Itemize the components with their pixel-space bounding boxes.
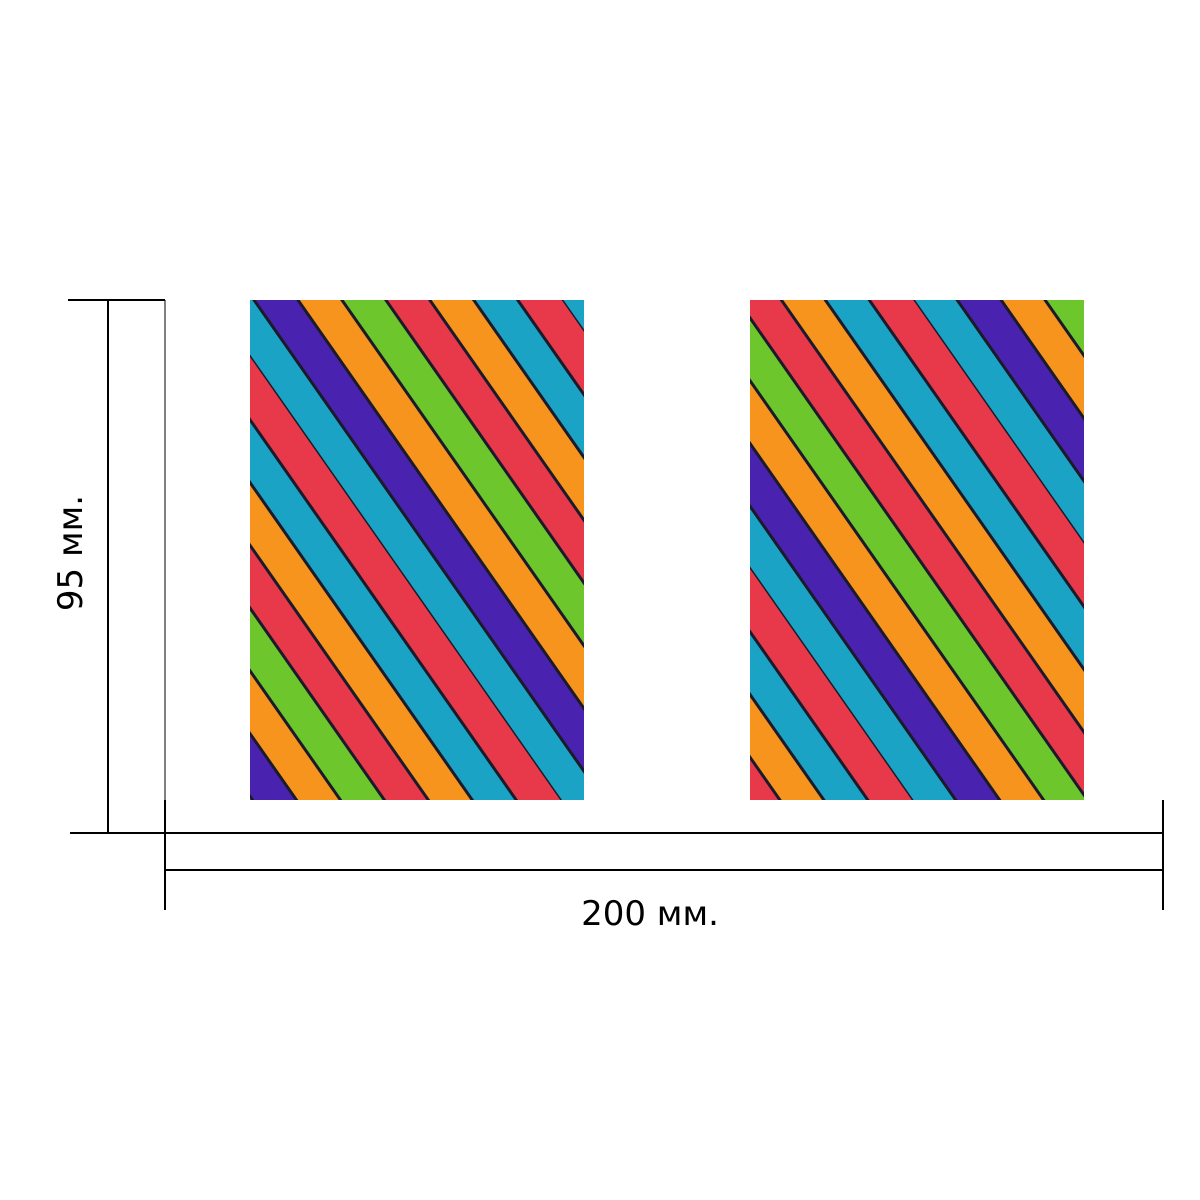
height-label: 95 мм. xyxy=(51,495,91,611)
width-label: 200 мм. xyxy=(581,894,719,934)
height-dimension: 95 мм. xyxy=(51,299,166,834)
width-dimension: 200 мм. xyxy=(164,800,1164,934)
panel-right xyxy=(750,300,1084,800)
panel-left xyxy=(250,300,584,800)
